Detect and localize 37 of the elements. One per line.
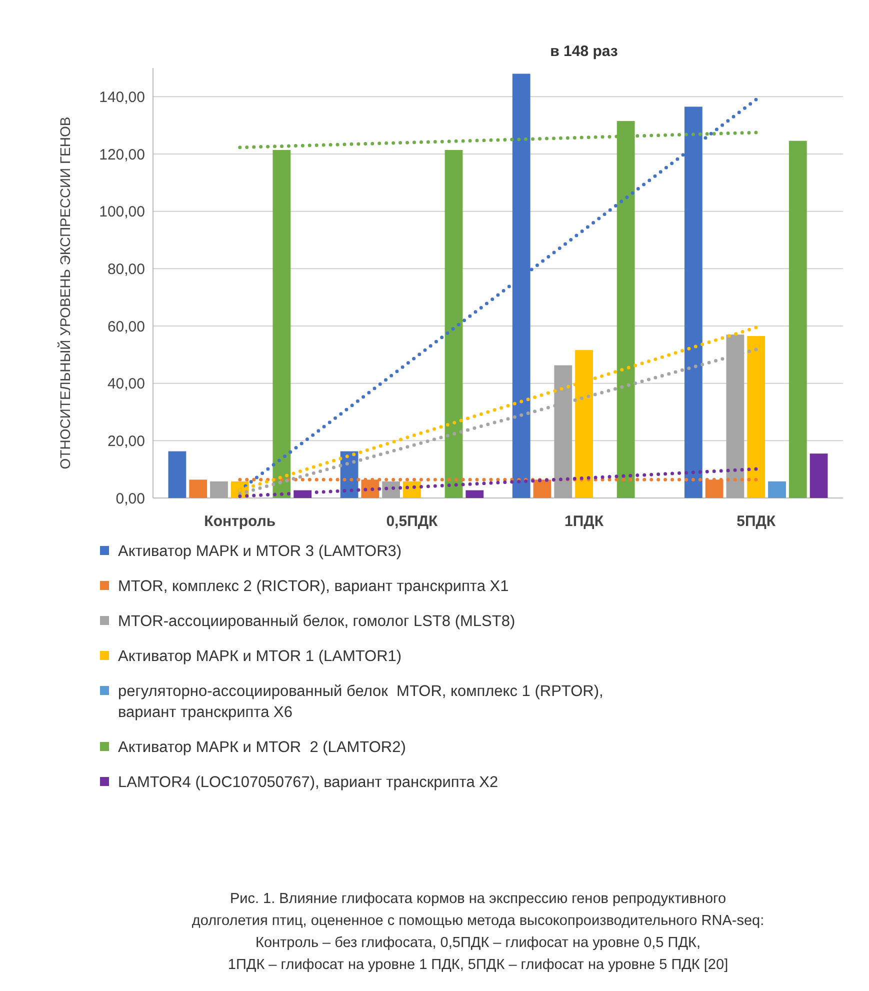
bar [272,150,291,498]
y-tick-label: 80,00 [107,260,145,278]
legend-label: регуляторно-ассоциированный белок MTOR, комплекс 1 (RPTOR), вариант транскрипта X6 [118,683,604,721]
y-tick-label: 40,00 [107,376,145,393]
y-axis-title: ОТНОСИТЕЛЬНЫЙ УРОВЕНЬ ЭКСПРЕССИИ ГЕНОВ [57,116,73,470]
bar [810,454,828,498]
legend-label: Активатор МАРК и MTOR 1 (LAMTOR1) [118,648,402,665]
bar [466,490,484,498]
text: Контроль – без глифосата, 0,5ПДК – глифосат на уровне 0,5 ПДК, [256,935,700,951]
bar [444,150,463,498]
text: Рис. 1. Влияние глифосата кормов на экспрессию генов репродуктивного [230,891,726,907]
y-tick-label: 0,00 [116,490,145,508]
x-tick-label: 1ПДК [564,513,604,530]
bar [189,480,208,498]
y-tick-label: 20,00 [107,432,145,450]
bar [788,140,807,498]
x-tick-label: Контроль [204,513,276,530]
bar [768,481,786,498]
y-tick-label: 120,00 [99,146,145,164]
x-tick-label: 5ПДК [736,513,776,530]
y-tick-label: 60,00 [107,318,145,336]
text: долголетия птиц, оцененное с помощью метода высокопроизводительного RNA-seq: [192,913,764,929]
bar [403,481,421,498]
bar [747,336,766,498]
bar [382,481,400,498]
bar [168,451,186,498]
text: в 148 раз [550,43,618,60]
bar [210,481,228,498]
legend-label: MTOR-ассоциированный белок, гомолог LST8 (MLST8) [118,613,516,630]
legend-label: LAMTOR4 (LOC107050767), вариант транскрипта X2 [118,774,498,791]
legend-label: MTOR, комплекс 2 (RICTOR), вариант транскрипта X1 [118,578,509,595]
text: 1ПДК – глифосат на уровне 1 ПДК, 5ПДК – глифосат на уровне 5 ПДК [20] [228,957,728,973]
x-tick-label: 0,5ПДК [386,513,439,530]
legend-label: Активатор МАРК и MTOR 2 (LAMTOR2) [118,739,406,756]
y-tick-label: 100,00 [99,204,145,221]
y-tick-label: 140,00 [99,88,145,106]
legend-label: Активатор МАРК и MTOR 3 (LAMTOR3) [118,543,402,560]
